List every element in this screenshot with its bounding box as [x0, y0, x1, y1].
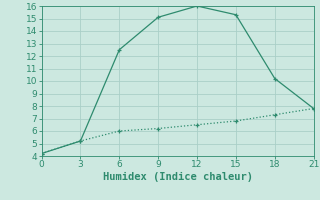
X-axis label: Humidex (Indice chaleur): Humidex (Indice chaleur) — [103, 172, 252, 182]
